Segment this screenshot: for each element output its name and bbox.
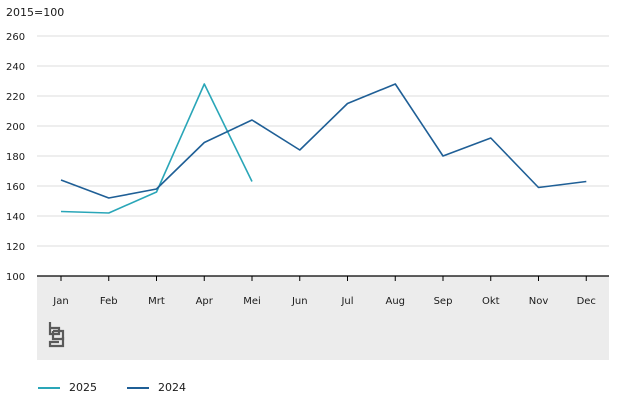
x-tick-mei: Mei <box>243 296 261 307</box>
x-tick-nov: Nov <box>529 296 549 307</box>
x-tick-labels: Jan Feb Mrt Apr Mei Jun Jul Aug Sep Okt Nov Dec <box>52 276 596 307</box>
x-tick-jul: Jul <box>340 296 353 307</box>
x-tick-apr: Apr <box>196 296 214 307</box>
y-tick-240: 240 <box>6 62 25 73</box>
y-tick-100: 100 <box>6 272 25 283</box>
cbs-logo-icon <box>48 322 65 348</box>
x-tick-sep: Sep <box>434 296 453 307</box>
unit-label: 2015=100 <box>6 6 64 19</box>
legend-label-2025: 2025 <box>69 381 97 394</box>
x-tick-aug: Aug <box>385 296 405 307</box>
y-tick-140: 140 <box>6 212 25 223</box>
y-tick-260: 260 <box>6 32 25 43</box>
legend-swatch-2024 <box>127 386 149 389</box>
y-tick-220: 220 <box>6 92 25 103</box>
legend-item-2024: 2024 <box>127 381 186 394</box>
x-tick-jun: Jun <box>291 296 308 307</box>
x-tick-okt: Okt <box>482 296 500 307</box>
legend-label-2024: 2024 <box>158 381 186 394</box>
series-line-2025 <box>60 83 253 214</box>
legend-swatch-2025 <box>38 386 60 389</box>
x-tick-jan: Jan <box>52 296 68 307</box>
x-tick-feb: Feb <box>100 296 118 307</box>
x-tick-dec: Dec <box>577 296 596 307</box>
x-tick-mrt: Mrt <box>148 296 165 307</box>
legend-item-2025: 2025 <box>38 381 97 394</box>
y-tick-120: 120 <box>6 242 25 253</box>
series-line-2024 <box>60 83 587 199</box>
gridlines <box>37 35 609 247</box>
x-axis-band <box>37 276 609 360</box>
y-tick-200: 200 <box>6 122 25 133</box>
legend: 2025 2024 <box>38 381 186 394</box>
y-tick-labels: 100 120 140 160 180 200 220 240 260 <box>6 32 25 283</box>
y-tick-180: 180 <box>6 152 25 163</box>
series-lines <box>60 83 587 214</box>
y-tick-160: 160 <box>6 182 25 193</box>
